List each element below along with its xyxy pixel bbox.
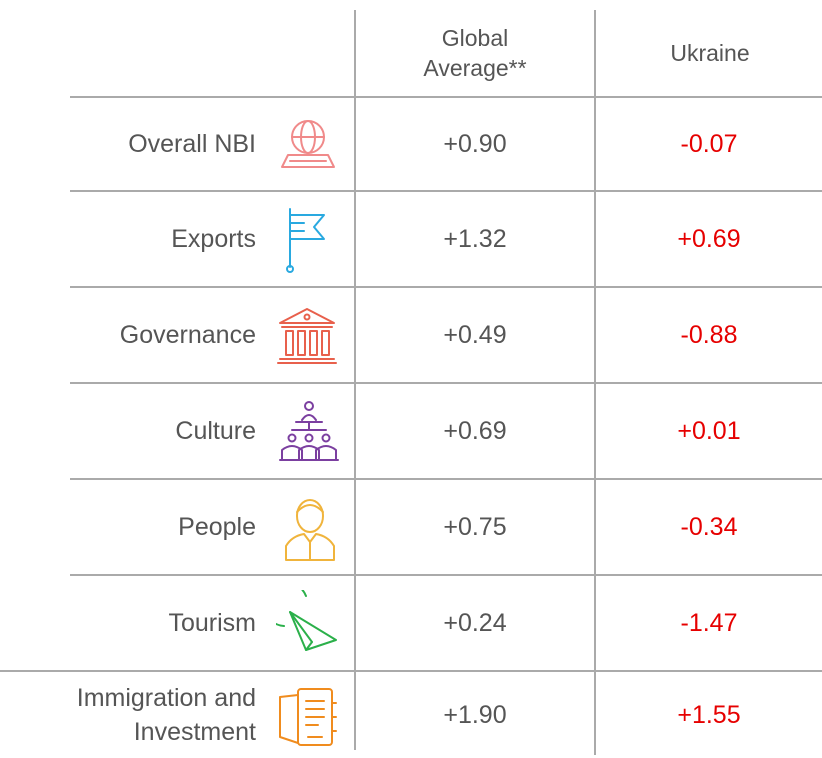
global-value: +0.49 [443,321,507,349]
row-label: Culture [175,417,256,445]
row-label: Overall NBI [128,130,256,158]
ukraine-value: +0.01 [677,417,741,445]
row-label: Immigration and Investment [76,683,256,746]
row-label: Governance [119,321,256,349]
ukraine-value: -0.07 [680,130,738,158]
plane-icon [276,590,337,651]
hierarchy-icon [279,401,339,461]
document-icon [279,688,337,746]
global-value: +0.90 [443,130,507,158]
row-label: Tourism [168,609,256,637]
ukraine-value: -0.88 [680,321,738,349]
column-header: Ukraine [670,40,750,66]
ukraine-value: -0.34 [680,513,738,541]
row-label: People [178,513,256,541]
flag-icon [286,208,325,273]
row-label: Exports [171,225,256,253]
person-icon [285,499,335,561]
global-value: +0.69 [443,417,507,445]
ukraine-value: -1.47 [680,609,738,637]
global-value: +0.24 [443,609,507,637]
global-value: +0.75 [443,513,507,541]
ukraine-value: +1.55 [677,700,741,729]
column-header: Global Average** [423,25,527,81]
ukraine-value: +0.69 [677,225,741,253]
globe-icon [281,120,335,168]
global-value: +1.32 [443,225,507,253]
building-icon [277,308,337,364]
global-value: +1.90 [443,700,507,729]
